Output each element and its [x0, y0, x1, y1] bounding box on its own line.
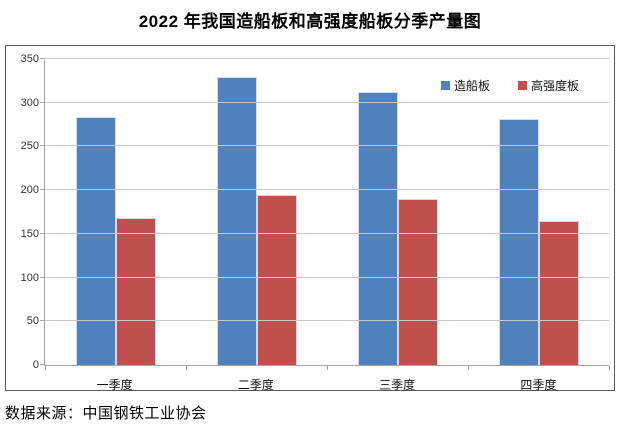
x-axis-category-label: 二季度	[237, 378, 274, 392]
y-axis-tick-label: 300	[20, 97, 39, 109]
legend-label: 造船板	[453, 79, 490, 93]
bar	[498, 119, 539, 365]
legend-item: 造船板	[440, 77, 490, 94]
y-axis-tick-label: 350	[20, 53, 39, 65]
x-axis-labels: 一季度 二季度 三季度 四季度	[44, 372, 609, 393]
gridline	[45, 320, 609, 321]
x-axis-tick	[327, 366, 328, 370]
gridline	[45, 277, 609, 278]
y-axis-tick-label: 0	[32, 359, 39, 371]
chart-frame: 造船板 高强度板 0 50 100 150 200 250 300 350 一季度 二季度 三季度 四…	[5, 45, 615, 393]
gridline	[45, 145, 609, 146]
bar	[397, 198, 438, 365]
legend-item: 高强度板	[517, 77, 579, 94]
bar-group	[186, 60, 327, 365]
x-axis-category-label: 四季度	[520, 378, 557, 392]
y-axis-tick	[40, 189, 45, 190]
y-axis-tick	[40, 364, 45, 365]
bar	[115, 218, 156, 365]
bar	[75, 116, 116, 365]
legend-swatch-icon	[517, 81, 527, 90]
bar	[538, 220, 579, 365]
bar-group	[327, 60, 468, 365]
y-axis-tick	[40, 277, 45, 278]
y-axis-tick-label: 200	[20, 184, 39, 196]
y-axis-tick	[40, 233, 45, 234]
data-source-note: 数据来源：中国钢铁工业协会	[5, 405, 207, 422]
y-axis-tick	[40, 320, 45, 321]
legend: 造船板 高强度板	[440, 77, 579, 94]
bar-groups	[45, 60, 609, 365]
legend-label: 高强度板	[530, 79, 579, 93]
bar	[216, 76, 257, 365]
gridline	[45, 189, 609, 190]
bar	[357, 92, 398, 365]
x-axis-category-label: 三季度	[379, 378, 416, 392]
gridline	[45, 233, 609, 234]
plot-area: 造船板 高强度板 0 50 100 150 200 250 300 350	[21, 53, 610, 371]
gridline	[45, 102, 609, 103]
y-axis-tick-label: 250	[20, 140, 39, 152]
x-axis-tick	[186, 366, 187, 370]
y-axis-tick	[40, 102, 45, 103]
bar-group	[45, 60, 186, 365]
x-axis-tick	[609, 366, 610, 370]
gridline	[45, 58, 609, 59]
chart-title: 2022 年我国造船板和高强度船板分季产量图	[138, 12, 482, 31]
y-axis-tick	[40, 58, 45, 59]
bar	[256, 194, 297, 365]
legend-swatch-icon	[440, 81, 450, 90]
y-axis-tick	[40, 145, 45, 146]
y-axis-tick-label: 150	[20, 228, 39, 240]
y-axis-tick-label: 100	[20, 272, 39, 284]
y-axis-tick-label: 50	[26, 315, 39, 327]
bar-group	[468, 60, 609, 365]
x-axis-category-label: 一季度	[96, 378, 133, 392]
x-axis-tick	[45, 366, 46, 370]
x-axis-tick	[468, 366, 469, 370]
